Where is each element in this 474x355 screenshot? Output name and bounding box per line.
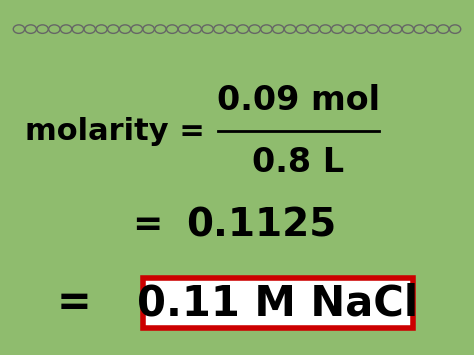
Text: 0.1125: 0.1125 [186, 206, 337, 244]
Text: molarity =: molarity = [25, 117, 205, 146]
Text: =: = [132, 208, 163, 242]
Text: 0.11 M NaCl: 0.11 M NaCl [137, 282, 419, 324]
Text: 0.09 mol: 0.09 mol [217, 84, 380, 117]
Text: =: = [56, 282, 91, 324]
Text: 0.8 L: 0.8 L [252, 146, 344, 179]
